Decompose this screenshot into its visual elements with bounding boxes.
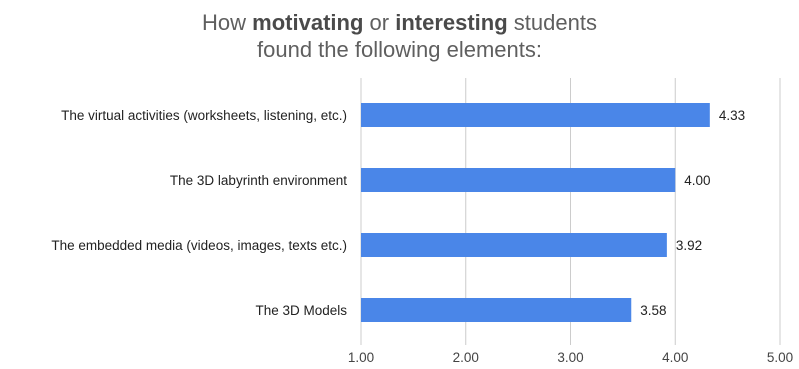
chart-title: How motivating or interesting studentsfo… [202, 10, 597, 62]
x-tick-label: 4.00 [662, 350, 688, 365]
chart-title-line: How motivating or interesting students [202, 10, 597, 35]
bar [361, 168, 676, 192]
x-tick-label: 3.00 [557, 350, 583, 365]
chart-title-line: found the following elements: [257, 37, 542, 62]
data-label: 3.58 [640, 303, 666, 318]
category-labels: The virtual activities (worksheets, list… [51, 108, 347, 318]
chart-title-text: found the following elements: [257, 37, 542, 62]
category-label: The embedded media (videos, images, text… [51, 238, 347, 253]
bar [361, 298, 632, 322]
data-label: 4.00 [684, 173, 710, 188]
x-axis-ticks: 1.00 2.00 3.00 4.00 5.00 [348, 350, 793, 365]
category-label: The 3D labyrinth environment [170, 173, 347, 188]
x-tick-label: 5.00 [767, 350, 793, 365]
x-tick-label: 2.00 [453, 350, 479, 365]
x-tick-label: 1.00 [348, 350, 374, 365]
chart-title-text: or [363, 10, 395, 35]
chart-title-text: How [202, 10, 252, 35]
chart-title-text: students [508, 10, 597, 35]
data-label: 4.33 [719, 108, 745, 123]
bar [361, 103, 710, 127]
chart-title-emphasis: interesting [395, 10, 507, 35]
category-label: The 3D Models [255, 303, 347, 318]
category-label: The virtual activities (worksheets, list… [61, 108, 347, 123]
bar [361, 233, 667, 257]
value-labels: 4.33 4.00 3.92 3.58 [640, 108, 745, 318]
data-label: 3.92 [676, 238, 702, 253]
bars [361, 103, 710, 322]
chart-title-emphasis: motivating [252, 10, 363, 35]
